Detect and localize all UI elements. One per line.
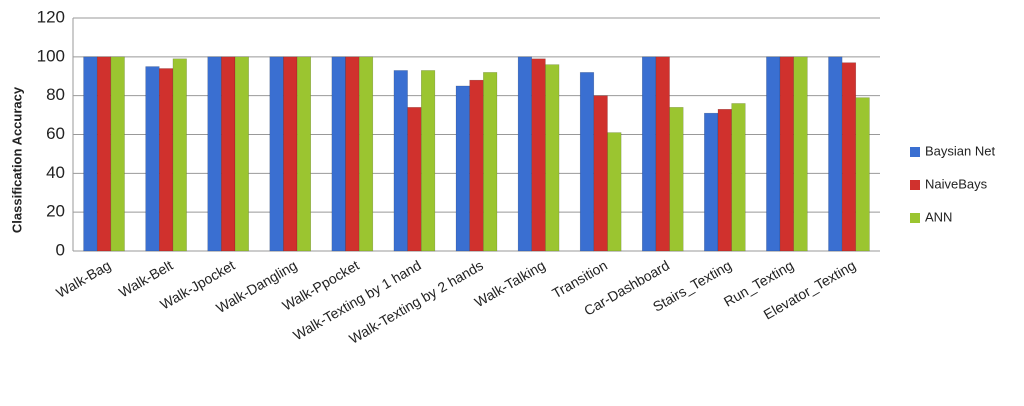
- bar: [641, 56, 657, 252]
- y-tick-label: 0: [56, 240, 65, 259]
- bar: [159, 68, 174, 252]
- bar: [110, 56, 125, 252]
- bar: [145, 66, 160, 252]
- bar: [593, 95, 608, 252]
- bar: [545, 64, 560, 252]
- bar: [172, 58, 187, 252]
- bar: [517, 56, 532, 252]
- bar: [296, 56, 312, 252]
- bar: [483, 72, 498, 252]
- y-tick-label: 40: [46, 163, 65, 182]
- y-tick-label: 20: [46, 202, 65, 221]
- bar: [283, 56, 298, 252]
- bar: [531, 58, 546, 252]
- bar: [455, 85, 470, 252]
- bar: [96, 56, 112, 252]
- bar: [841, 62, 857, 252]
- bar: [221, 56, 236, 252]
- bar: [855, 97, 870, 252]
- bar: [421, 70, 436, 252]
- y-tick-label: 80: [46, 85, 65, 104]
- legend-label: ANN: [925, 209, 952, 224]
- bar: [83, 56, 98, 252]
- bar: [234, 56, 249, 252]
- bar: [779, 56, 794, 252]
- bar: [407, 107, 422, 252]
- bar: [207, 56, 222, 252]
- bar: [669, 107, 684, 252]
- bar: [607, 132, 622, 252]
- legend-label: Baysian Net: [925, 143, 995, 158]
- bar: [828, 56, 843, 252]
- bar: [358, 56, 374, 252]
- bar: [269, 56, 284, 252]
- bar: [766, 56, 781, 252]
- bar: [793, 56, 808, 252]
- legend-swatch: [910, 180, 920, 190]
- legend-swatch: [910, 213, 920, 223]
- bar: [393, 70, 408, 252]
- bar: [469, 79, 484, 252]
- x-tick-label: Walk-Bag: [53, 257, 113, 301]
- y-tick-label: 120: [37, 7, 65, 26]
- bar: [345, 56, 360, 252]
- bar: [331, 56, 346, 252]
- legend-swatch: [910, 147, 920, 157]
- bar: [731, 103, 746, 252]
- x-tick-label: Walk-Talking: [472, 257, 548, 310]
- y-tick-label: 60: [46, 124, 65, 143]
- bar: [579, 72, 595, 252]
- bar: [655, 56, 670, 252]
- y-tick-label: 100: [37, 46, 65, 65]
- bar: [717, 109, 732, 252]
- y-axis-title: Classification Accuracy: [9, 86, 24, 233]
- bar: [704, 112, 719, 252]
- legend-label: NaiveBays: [925, 176, 988, 191]
